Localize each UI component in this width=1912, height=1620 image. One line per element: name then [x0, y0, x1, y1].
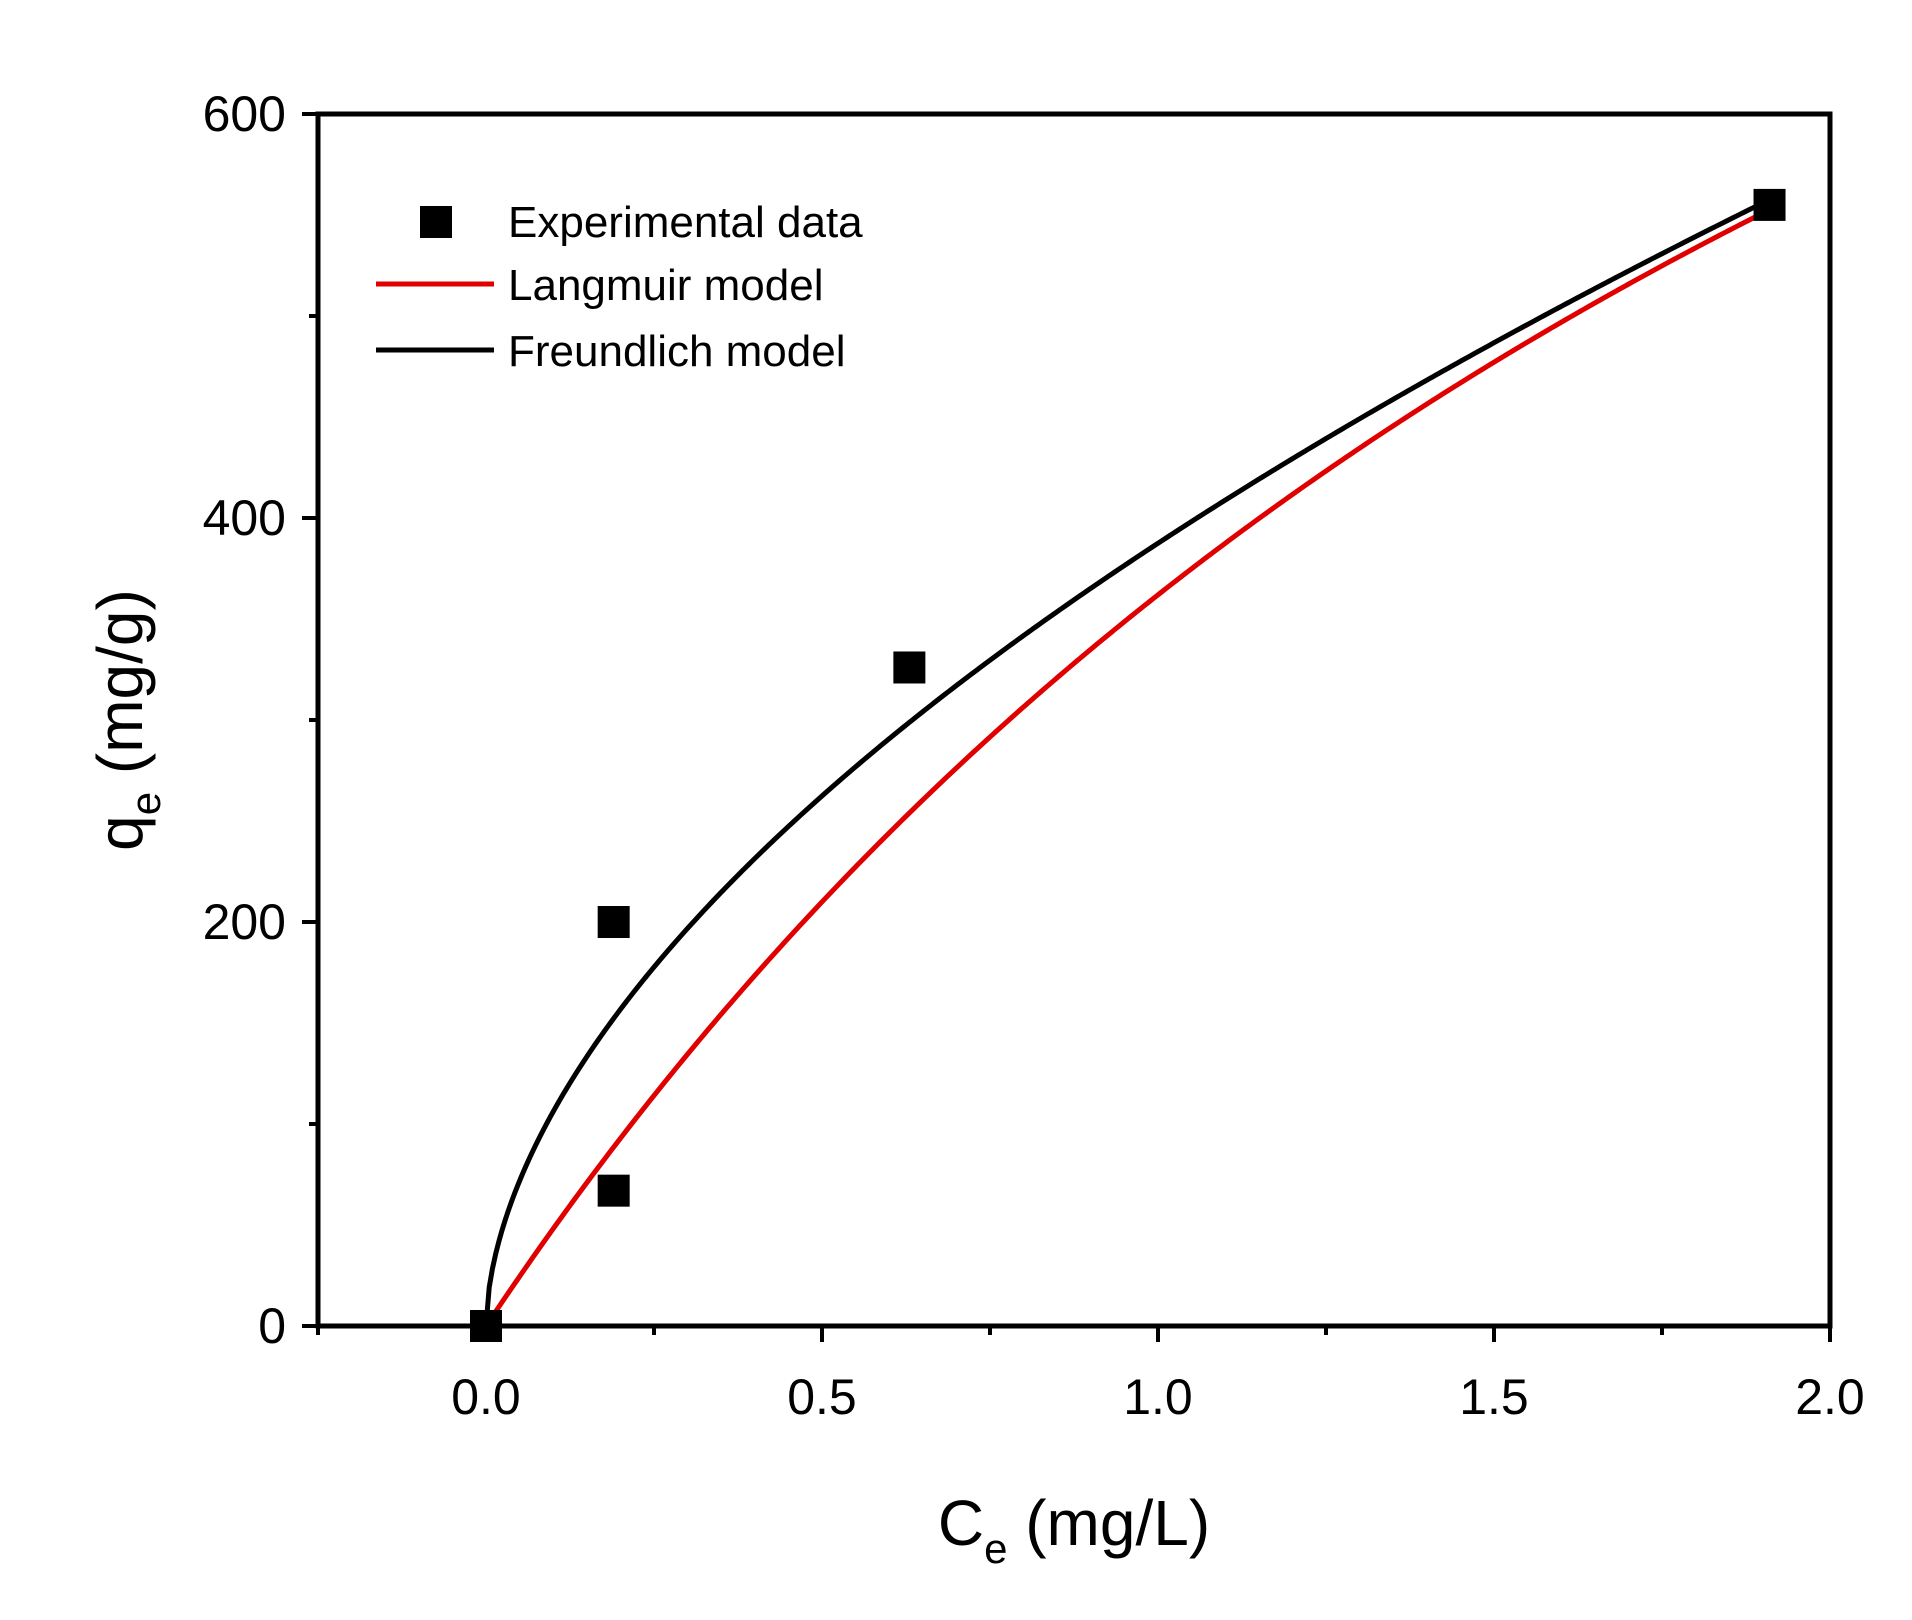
axis-ticks: 0.0 0.5 1.0 1.5 2.0 0 200 400 600: [203, 86, 1865, 1425]
legend: Experimental data Langmuir model Freundl…: [376, 198, 863, 376]
y-tick-label: 200: [203, 894, 286, 950]
langmuir-model-line: [483, 207, 1771, 1328]
data-point: [893, 651, 926, 684]
legend-label-freundlich: Freundlich model: [508, 327, 846, 376]
x-tick-label: 1.0: [1123, 1369, 1193, 1425]
data-point: [1753, 188, 1786, 221]
legend-marker-experimental: [420, 206, 452, 238]
x-axis-title: Ce (mg/L): [938, 1487, 1210, 1572]
data-markers: [470, 188, 1786, 1342]
y-tick-label: 600: [203, 86, 286, 142]
series-lines: [483, 197, 1771, 1328]
legend-label-langmuir: Langmuir model: [508, 261, 824, 310]
y-axis-title: qe (mg/g): [84, 589, 169, 851]
legend-label-experimental: Experimental data: [508, 198, 863, 247]
x-tick-label: 2.0: [1795, 1369, 1865, 1425]
x-tick-label: 0.0: [451, 1369, 521, 1425]
y-tick-label: 0: [258, 1298, 286, 1354]
data-point: [597, 1174, 630, 1207]
x-tick-label: 0.5: [787, 1369, 857, 1425]
data-point: [597, 906, 630, 938]
freundlich-model-line: [483, 197, 1771, 1327]
x-tick-label: 1.5: [1459, 1369, 1529, 1425]
y-tick-label: 400: [203, 490, 286, 546]
